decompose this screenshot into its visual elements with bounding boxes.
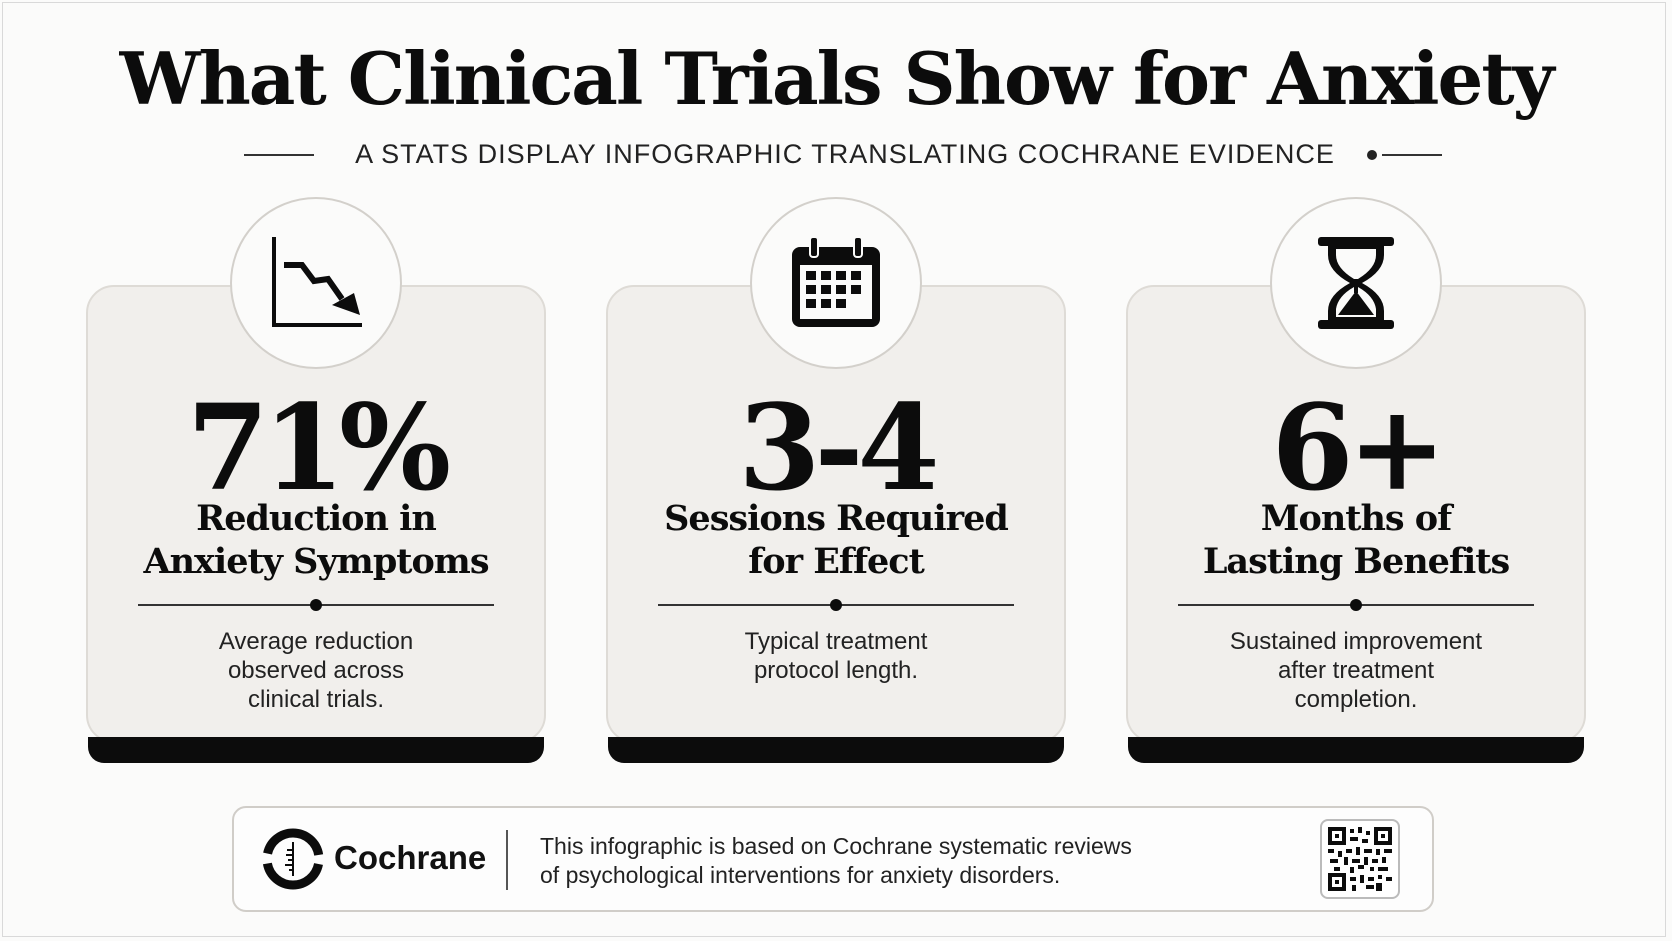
page-title: What Clinical Trials Show for Anxiety bbox=[119, 36, 1555, 121]
desc-line: completion. bbox=[1294, 686, 1418, 713]
desc-line: Average reduction bbox=[218, 628, 414, 655]
brand-name: Cochrane bbox=[334, 839, 487, 876]
desc-line: observed across bbox=[227, 657, 405, 684]
page-subtitle: A STATS DISPLAY INFOGRAPHIC TRANSLATING … bbox=[355, 139, 1335, 169]
calendar-icon bbox=[792, 236, 880, 327]
source-footer: Cochrane This infographic is based on Co… bbox=[232, 806, 1434, 912]
card-divider-dot bbox=[830, 599, 842, 611]
icon-badge bbox=[750, 197, 922, 369]
subtitle-row: A STATS DISPLAY INFOGRAPHIC TRANSLATING … bbox=[0, 132, 1672, 172]
trend-down-chart-icon bbox=[272, 237, 362, 327]
stat-card-reduction: 71% Reduction in Anxiety Symptoms Averag… bbox=[86, 197, 546, 763]
subtitle-rule-right bbox=[1382, 154, 1442, 156]
source-note: This infographic is based on Cochrane sy… bbox=[540, 832, 1260, 890]
stat-description: Average reduction observed across clinic… bbox=[146, 627, 486, 714]
card-foot-bar bbox=[88, 737, 544, 763]
stat-label-line: Anxiety Symptoms bbox=[143, 541, 489, 582]
card-foot-bar bbox=[1128, 737, 1584, 763]
stat-card-months: 6+ Months of Lasting Benefits Sustained … bbox=[1126, 197, 1586, 763]
stat-value: 3-4 bbox=[738, 378, 939, 517]
footer-divider bbox=[506, 830, 508, 890]
stat-value: 71% bbox=[186, 378, 451, 517]
card-divider-dot bbox=[310, 599, 322, 611]
desc-line: protocol length. bbox=[753, 657, 919, 684]
subtitle-rule-left bbox=[244, 154, 314, 156]
card-divider-dot bbox=[1350, 599, 1362, 611]
source-note-line: This infographic is based on Cochrane sy… bbox=[540, 833, 1132, 859]
card-foot-bar bbox=[608, 737, 1064, 763]
stat-label-line: Lasting Benefits bbox=[1202, 541, 1510, 582]
subtitle-dot bbox=[1367, 150, 1377, 160]
stat-label-line: for Effect bbox=[748, 541, 925, 582]
stat-label-line: Sessions Required bbox=[664, 498, 1009, 539]
source-note-line: of psychological interventions for anxie… bbox=[540, 862, 1061, 888]
cochrane-logo-icon bbox=[262, 828, 324, 890]
stat-label: Reduction in Anxiety Symptoms bbox=[96, 497, 536, 583]
icon-badge bbox=[230, 197, 402, 369]
stat-value: 6+ bbox=[1271, 378, 1447, 517]
stat-label: Sessions Required for Effect bbox=[616, 497, 1056, 583]
qr-code[interactable] bbox=[1320, 819, 1400, 899]
stat-description: Typical treatment protocol length. bbox=[666, 627, 1006, 685]
desc-line: clinical trials. bbox=[247, 686, 385, 713]
desc-line: after treatment bbox=[1277, 657, 1435, 684]
stat-description: Sustained improvement after treatment co… bbox=[1186, 627, 1526, 714]
stat-card-sessions: 3-4 Sessions Required for Effect Typical… bbox=[606, 197, 1066, 763]
stat-label: Months of Lasting Benefits bbox=[1136, 497, 1576, 583]
desc-line: Sustained improvement bbox=[1229, 628, 1483, 655]
icon-badge bbox=[1270, 197, 1442, 369]
qr-code-icon bbox=[1328, 827, 1392, 891]
desc-line: Typical treatment bbox=[744, 628, 928, 655]
stat-label-line: Reduction in bbox=[196, 498, 437, 539]
hourglass-icon bbox=[1318, 237, 1394, 329]
stat-label-line: Months of bbox=[1260, 498, 1452, 539]
